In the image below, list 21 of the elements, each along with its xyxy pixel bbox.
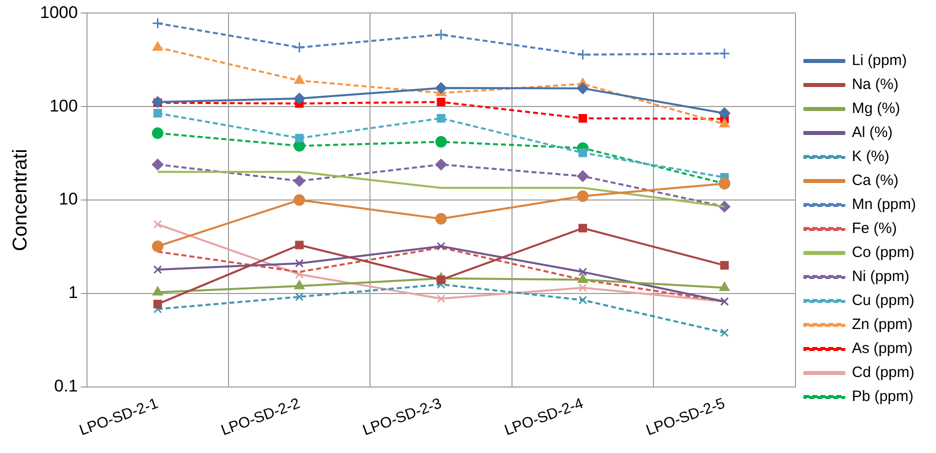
legend-label: Cd (ppm) — [852, 364, 914, 382]
legend-label: Ca (%) — [852, 172, 898, 190]
legend-label: Ni (ppm) — [852, 268, 910, 286]
y-tick-label: 0.1 — [54, 376, 78, 396]
legend-label: As (ppm) — [852, 340, 913, 358]
y-axis-title: Concentrati — [10, 148, 32, 252]
y-tick-label: 1000 — [40, 2, 78, 22]
legend-label: Pb (ppm) — [852, 388, 914, 406]
y-tick-label: 1 — [68, 283, 78, 302]
legend-label: Co (ppm) — [852, 244, 914, 262]
y-tick-label: 10 — [58, 190, 78, 209]
legend-label: Mn (ppm) — [852, 196, 916, 214]
legend-label: Li (ppm) — [852, 52, 907, 70]
legend-label: Fe (%) — [852, 220, 897, 238]
legend-label: Al (%) — [852, 124, 893, 142]
legend-label: K (%) — [852, 148, 890, 166]
legend-label: Cu (ppm) — [852, 292, 914, 310]
legend-label: Na (%) — [852, 76, 898, 94]
legend-label: Zn (ppm) — [852, 316, 913, 334]
legend-label: Mg (%) — [852, 100, 900, 118]
y-tick-label: 100 — [49, 96, 78, 116]
